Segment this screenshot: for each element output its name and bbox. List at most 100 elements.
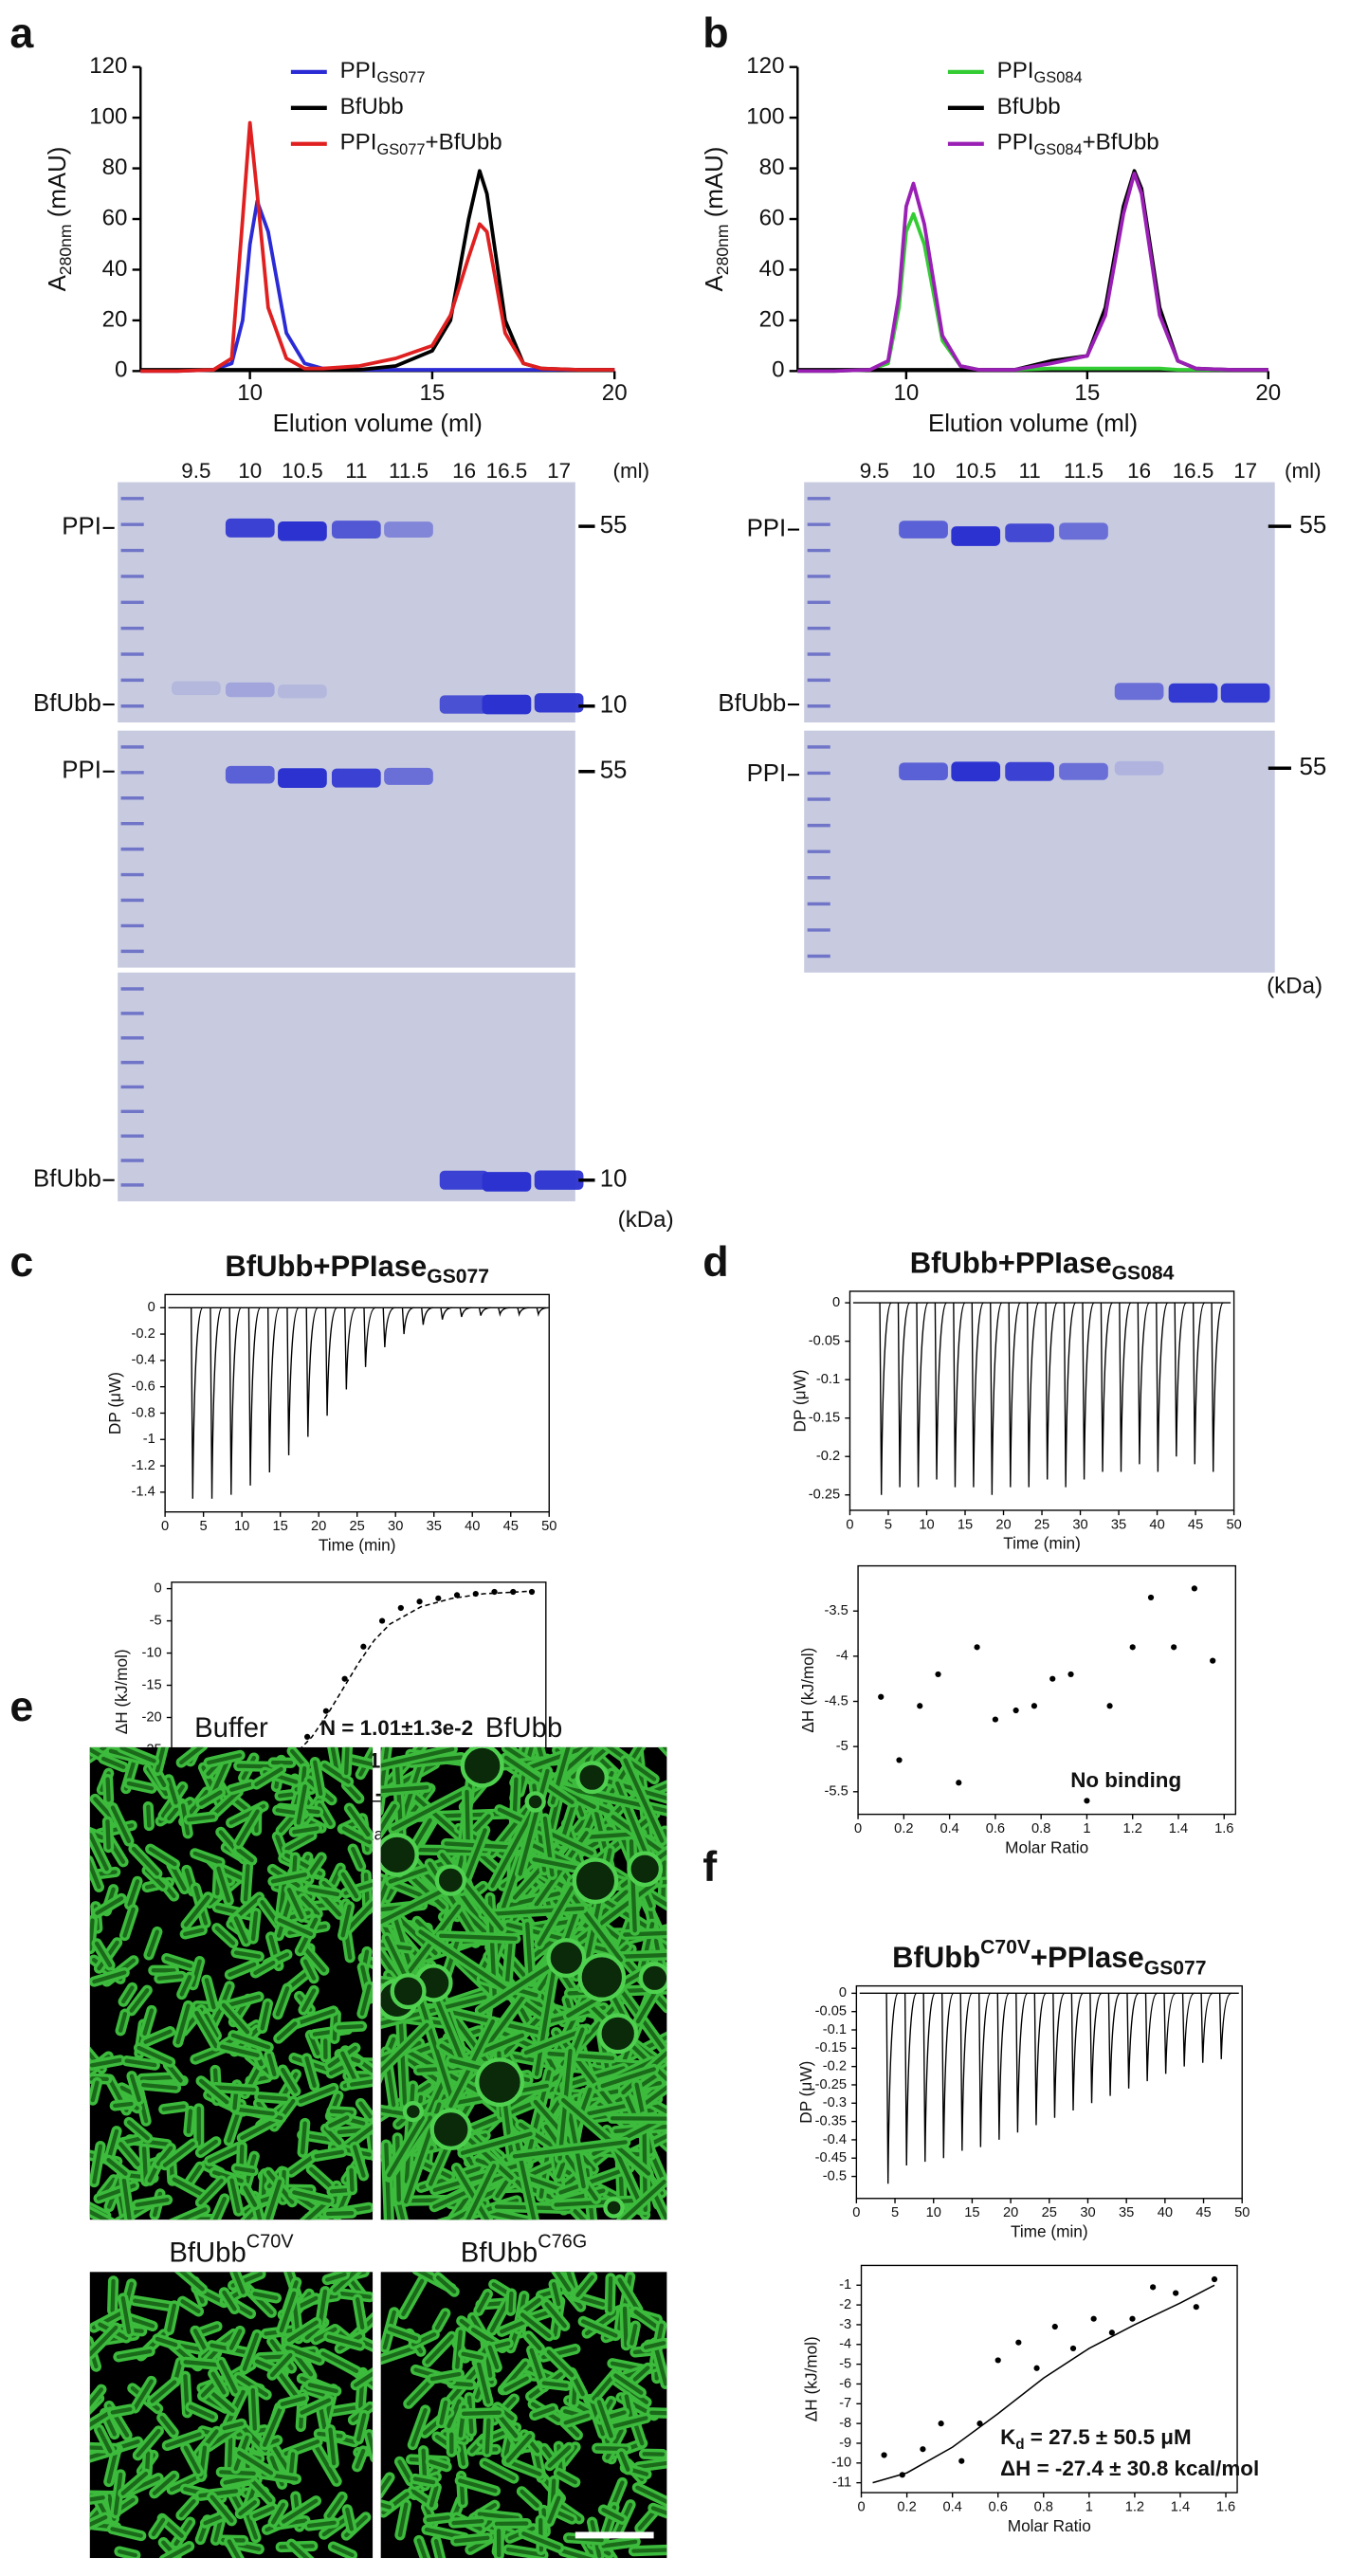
cell-interior [198, 2489, 239, 2498]
x-tick-label: 15 [958, 1517, 973, 1532]
cell-interior [165, 2432, 202, 2448]
y-tick-label: -5 [836, 1739, 848, 1754]
x-tick-label: 0 [852, 2205, 860, 2220]
text-part: GS077 [376, 69, 425, 86]
cell-interior [344, 1782, 361, 1801]
y-tick-label: -5.5 [825, 1784, 848, 1800]
x-tick-label: 10 [237, 380, 263, 406]
protein-band [1005, 523, 1054, 542]
x-axis-label: Elution volume (ml) [928, 411, 1138, 437]
cell-interior [198, 1790, 223, 1806]
cell-interior [300, 2398, 332, 2415]
cell-interior [210, 2391, 235, 2413]
cell-interior [110, 2278, 116, 2313]
x-tick-label: 30 [388, 1519, 403, 1534]
text-part: PPI [997, 130, 1034, 155]
text-part: BfUbb [892, 1941, 980, 1974]
cell-interior [490, 1800, 539, 1889]
cell-interior [213, 2085, 256, 2092]
cell-interior [119, 2142, 140, 2166]
cell-interior [328, 2115, 350, 2128]
gel [118, 730, 575, 968]
lane-label: 17 [1233, 459, 1257, 483]
cell-interior [105, 1818, 111, 1850]
cell-interior [384, 2142, 392, 2220]
cell-interior [179, 2272, 205, 2292]
injection-peak [971, 1302, 985, 1488]
cell-interior [221, 2002, 250, 2035]
cell-interior [162, 2141, 195, 2167]
cell-interior [110, 1805, 132, 1844]
cell-interior [100, 1756, 126, 1769]
y-tick-label: 80 [102, 155, 128, 180]
chart-title: BfUbbC70V+PPIaseGS077 [892, 1936, 1206, 1979]
data-point [1173, 2290, 1179, 2296]
cell-interior [520, 2312, 552, 2339]
protein-band [225, 518, 275, 538]
cell-interior [270, 1873, 308, 1884]
legend-label: PPIGS077 [340, 58, 426, 86]
cell-interior [601, 2539, 638, 2549]
cell-interior [92, 1970, 127, 1984]
cell-interior [146, 1804, 152, 1828]
data-point [1147, 1594, 1155, 1601]
y-tick-label: -7 [839, 2396, 851, 2411]
cell-interior [380, 1942, 412, 1951]
x-tick-label: 0.2 [894, 1821, 913, 1836]
cell-interior [276, 2021, 298, 2041]
cell-interior [146, 1929, 159, 1958]
cell-interior [505, 2434, 533, 2463]
cell-interior [547, 2495, 561, 2524]
cell-interior [342, 2124, 374, 2150]
cell-interior [387, 2115, 425, 2178]
data-point [1210, 1657, 1216, 1664]
text-part: +BfUbb [426, 130, 502, 155]
injection-peak [1033, 1992, 1047, 2126]
data-point [378, 1617, 386, 1624]
cell-interior [198, 2178, 224, 2205]
cell-interior [649, 2410, 667, 2416]
data-point [1090, 2315, 1097, 2322]
text-part: C76G [538, 2232, 587, 2253]
cell-interior [240, 2118, 277, 2141]
cell-interior [122, 1907, 136, 1938]
plot-frame [164, 1293, 550, 1513]
cell-interior [662, 1746, 667, 1753]
micrograph-label: Buffer [194, 1712, 268, 1744]
x-tick-label: 1.2 [1125, 2499, 1144, 2514]
cell-interior [207, 2145, 241, 2164]
cell-interior [301, 1988, 317, 2013]
text-part: C70V [246, 2232, 295, 2253]
cell-interior [95, 1896, 124, 1915]
y-tick-label: -0.1 [823, 2022, 847, 2037]
band-label: PPI [747, 515, 787, 541]
cell-interior [183, 2445, 201, 2475]
cell-interior [137, 2045, 173, 2065]
y-tick-label: -5 [839, 2356, 851, 2371]
cell-interior [89, 2209, 110, 2220]
cell-interior [151, 2517, 166, 2537]
cell-interior [340, 1872, 359, 1899]
cell-interior [143, 2029, 173, 2044]
cell-interior [429, 2485, 439, 2508]
cell-interior [180, 2299, 201, 2314]
cell-interior [526, 2333, 542, 2351]
data-point [896, 1757, 903, 1763]
cell-interior [521, 2531, 561, 2550]
cell-interior [547, 2445, 572, 2468]
cell-interior [89, 1918, 95, 1951]
cell-interior [416, 1990, 455, 2103]
x-tick-label: 0 [854, 1821, 862, 1836]
cell-interior [380, 1884, 453, 1925]
injection-peak [498, 1306, 510, 1317]
cell-interior [458, 2478, 498, 2494]
data-point [1106, 1703, 1113, 1709]
y-tick-label: -0.15 [809, 1411, 840, 1426]
protein-band [951, 526, 1001, 546]
y-tick-label: -4 [839, 2337, 851, 2352]
cell-interior [121, 2178, 132, 2220]
injection-peak [1119, 1302, 1132, 1472]
y-tick-label: -0.2 [132, 1326, 155, 1342]
text-part: = 27.5 ± 50.5 μM [1025, 2425, 1192, 2449]
